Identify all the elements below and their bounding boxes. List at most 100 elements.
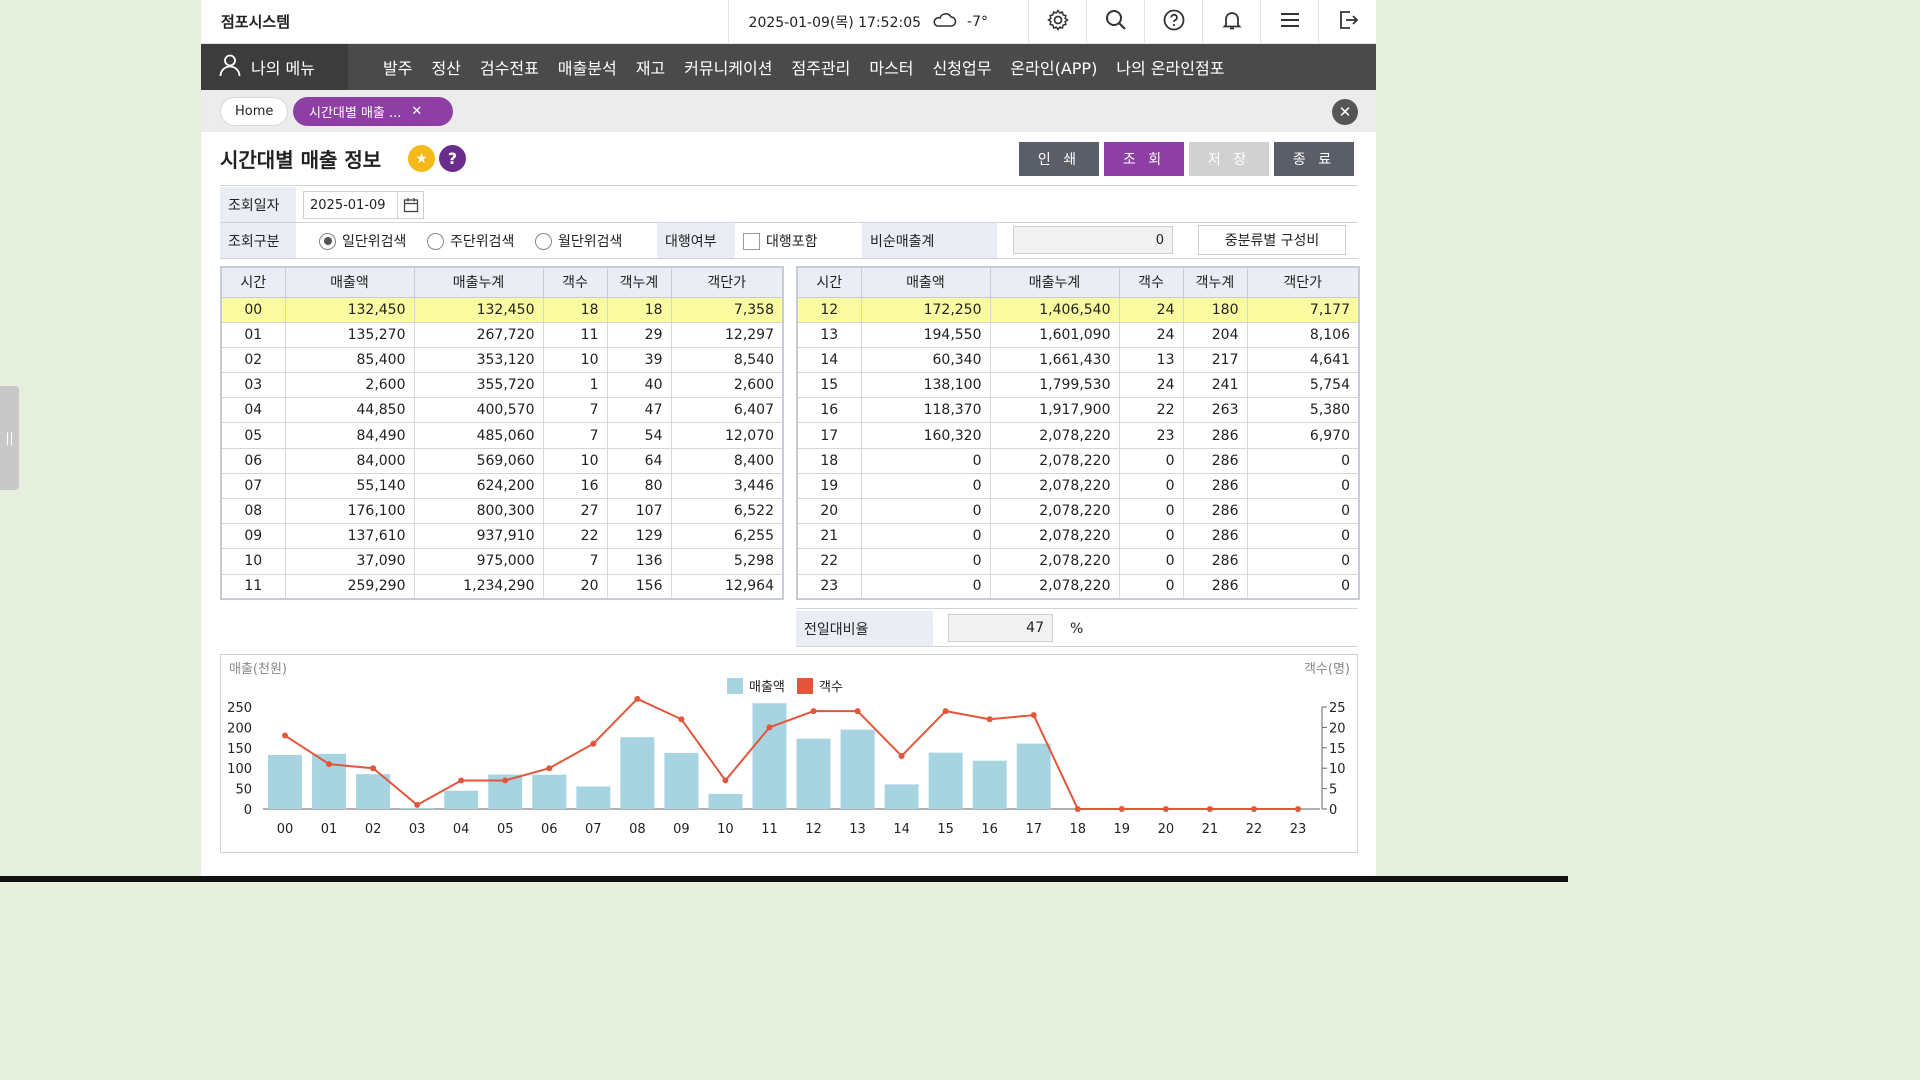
nav-item-inspection[interactable]: 검수전표 (479, 59, 539, 78)
nav-item-settlement[interactable]: 정산 (431, 59, 461, 78)
settings-button[interactable] (1028, 0, 1086, 44)
col-sales[interactable]: 매출액 (860, 266, 991, 298)
close-tab-icon[interactable]: ✕ (411, 104, 423, 119)
col-avg-ticket[interactable]: 객단가 (1246, 266, 1360, 298)
date-input[interactable]: 2025-01-09 (303, 191, 424, 219)
col-customers-cum[interactable]: 객누계 (1182, 266, 1248, 298)
table-cell: 09 (220, 523, 286, 550)
proxy-checkbox[interactable]: 대행포함 (743, 231, 818, 251)
save-button: 저 장 (1189, 142, 1269, 176)
table-row[interactable]: 15 138,100 1,799,530 24 241 5,754 (796, 372, 1360, 399)
top-bar: 점포시스템 2025-01-09(목) 17:52:05 -7° (201, 0, 1376, 44)
col-hour[interactable]: 시간 (220, 266, 286, 298)
table-cell: 07 (220, 472, 286, 500)
table-cell: 0 (860, 447, 991, 474)
table-row[interactable]: 01 135,270 267,720 11 29 12,297 (220, 321, 784, 348)
table-cell: 0 (1118, 523, 1184, 550)
table-row[interactable]: 10 37,090 975,000 7 136 5,298 (220, 548, 784, 575)
point-customers-13 (854, 708, 861, 715)
nonnet-field: 0 (1013, 226, 1173, 254)
table-cell: 800,300 (413, 497, 544, 525)
favorite-star-icon[interactable]: ★ (408, 145, 435, 172)
app-window: 점포시스템 2025-01-09(목) 17:52:05 -7° (201, 0, 1376, 876)
table-row[interactable]: 21 0 2,078,220 0 286 0 (796, 523, 1360, 550)
nav-item-sales-analysis[interactable]: 매출분석 (557, 59, 617, 78)
radio-week[interactable]: 주단위검색 (427, 231, 514, 251)
col-customers[interactable]: 객수 (542, 266, 608, 298)
table-row[interactable]: 20 0 2,078,220 0 286 0 (796, 497, 1360, 525)
table-cell: 0 (1118, 573, 1184, 600)
col-customers[interactable]: 객수 (1118, 266, 1184, 298)
prev-day-unit: % (1070, 621, 1084, 637)
col-sales-cum[interactable]: 매출누계 (413, 266, 544, 298)
table-row[interactable]: 04 44,850 400,570 7 47 6,407 (220, 397, 784, 424)
calendar-icon[interactable] (397, 192, 423, 218)
menu-button[interactable] (1260, 0, 1318, 44)
bar-sales-15 (928, 752, 963, 809)
x-tick-label: 19 (1114, 822, 1131, 837)
y-tick-right: 5 (1329, 783, 1337, 798)
table-row[interactable]: 00 132,450 132,450 18 18 7,358 (220, 296, 784, 323)
table-cell: 7,177 (1246, 296, 1360, 323)
table-cell: 180 (1182, 296, 1248, 323)
query-button[interactable]: 조 회 (1104, 142, 1184, 176)
side-panel-handle[interactable]: || (0, 386, 19, 490)
category-ratio-button[interactable]: 중분류별 구성비 (1198, 225, 1346, 255)
radio-month[interactable]: 월단위검색 (535, 231, 622, 251)
table-cell: 2,078,220 (989, 497, 1120, 525)
nav-item-request[interactable]: 신청업무 (932, 59, 992, 78)
close-button[interactable]: 종 료 (1274, 142, 1354, 176)
form-divider (220, 185, 1358, 186)
nav-item-owner[interactable]: 점주관리 (791, 59, 851, 78)
col-customers-cum[interactable]: 객누계 (606, 266, 672, 298)
table-row[interactable]: 13 194,550 1,601,090 24 204 8,106 (796, 321, 1360, 348)
nav-item-order[interactable]: 발주 (383, 59, 413, 78)
help-button[interactable] (1144, 0, 1202, 44)
table-cell: 217 (1182, 346, 1248, 374)
tab-home[interactable]: Home (220, 97, 289, 126)
table-row[interactable]: 22 0 2,078,220 0 286 0 (796, 548, 1360, 575)
table-row[interactable]: 02 85,400 353,120 10 39 8,540 (220, 346, 784, 374)
search-button[interactable] (1086, 0, 1144, 44)
page-help-icon[interactable]: ? (439, 145, 466, 172)
my-menu-button[interactable]: 나의 메뉴 (201, 44, 348, 90)
x-tick-label: 02 (365, 822, 382, 837)
nav-item-master[interactable]: 마스터 (869, 59, 914, 78)
table-row[interactable]: 12 172,250 1,406,540 24 180 7,177 (796, 296, 1360, 323)
table-cell: 0 (1246, 523, 1360, 550)
tab-hourly-sales[interactable]: 시간대별 매출 ... ✕ (293, 97, 453, 126)
print-button[interactable]: 인 쇄 (1019, 142, 1099, 176)
table-row[interactable]: 09 137,610 937,910 22 129 6,255 (220, 523, 784, 550)
close-icon: ✕ (1338, 103, 1352, 121)
table-row[interactable]: 08 176,100 800,300 27 107 6,522 (220, 497, 784, 525)
radio-day[interactable]: 일단위검색 (319, 231, 406, 251)
table-row[interactable]: 06 84,000 569,060 10 64 8,400 (220, 447, 784, 474)
table-row[interactable]: 14 60,340 1,661,430 13 217 4,641 (796, 346, 1360, 374)
nav-item-my-online-store[interactable]: 나의 온라인점포 (1116, 59, 1225, 78)
table-cell: 138,100 (860, 372, 991, 399)
col-hour[interactable]: 시간 (796, 266, 862, 298)
table-row[interactable]: 05 84,490 485,060 7 54 12,070 (220, 422, 784, 449)
notification-button[interactable] (1202, 0, 1260, 44)
table-row[interactable]: 17 160,320 2,078,220 23 286 6,970 (796, 422, 1360, 449)
table-row[interactable]: 03 2,600 355,720 1 40 2,600 (220, 372, 784, 399)
nav-item-inventory[interactable]: 재고 (635, 59, 666, 78)
col-sales[interactable]: 매출액 (284, 266, 415, 298)
table-row[interactable]: 19 0 2,078,220 0 286 0 (796, 472, 1360, 500)
nav-item-online-app[interactable]: 온라인(APP) (1010, 59, 1098, 78)
table-cell: 02 (220, 346, 286, 374)
col-avg-ticket[interactable]: 객단가 (670, 266, 784, 298)
table-cell: 20 (542, 573, 608, 600)
logout-button[interactable] (1318, 0, 1376, 44)
table-cell: 80 (606, 472, 672, 500)
table-row[interactable]: 07 55,140 624,200 16 80 3,446 (220, 472, 784, 500)
table-row[interactable]: 23 0 2,078,220 0 286 0 (796, 573, 1360, 600)
table-row[interactable]: 11 259,290 1,234,290 20 156 12,964 (220, 573, 784, 600)
nav-item-communication[interactable]: 커뮤니케이션 (684, 59, 773, 78)
table-row[interactable]: 18 0 2,078,220 0 286 0 (796, 447, 1360, 474)
table-cell: 263 (1182, 397, 1248, 424)
col-sales-cum[interactable]: 매출누계 (989, 266, 1120, 298)
point-customers-06 (546, 765, 553, 772)
table-row[interactable]: 16 118,370 1,917,900 22 263 5,380 (796, 397, 1360, 424)
close-all-tabs-button[interactable]: ✕ (1332, 99, 1358, 125)
